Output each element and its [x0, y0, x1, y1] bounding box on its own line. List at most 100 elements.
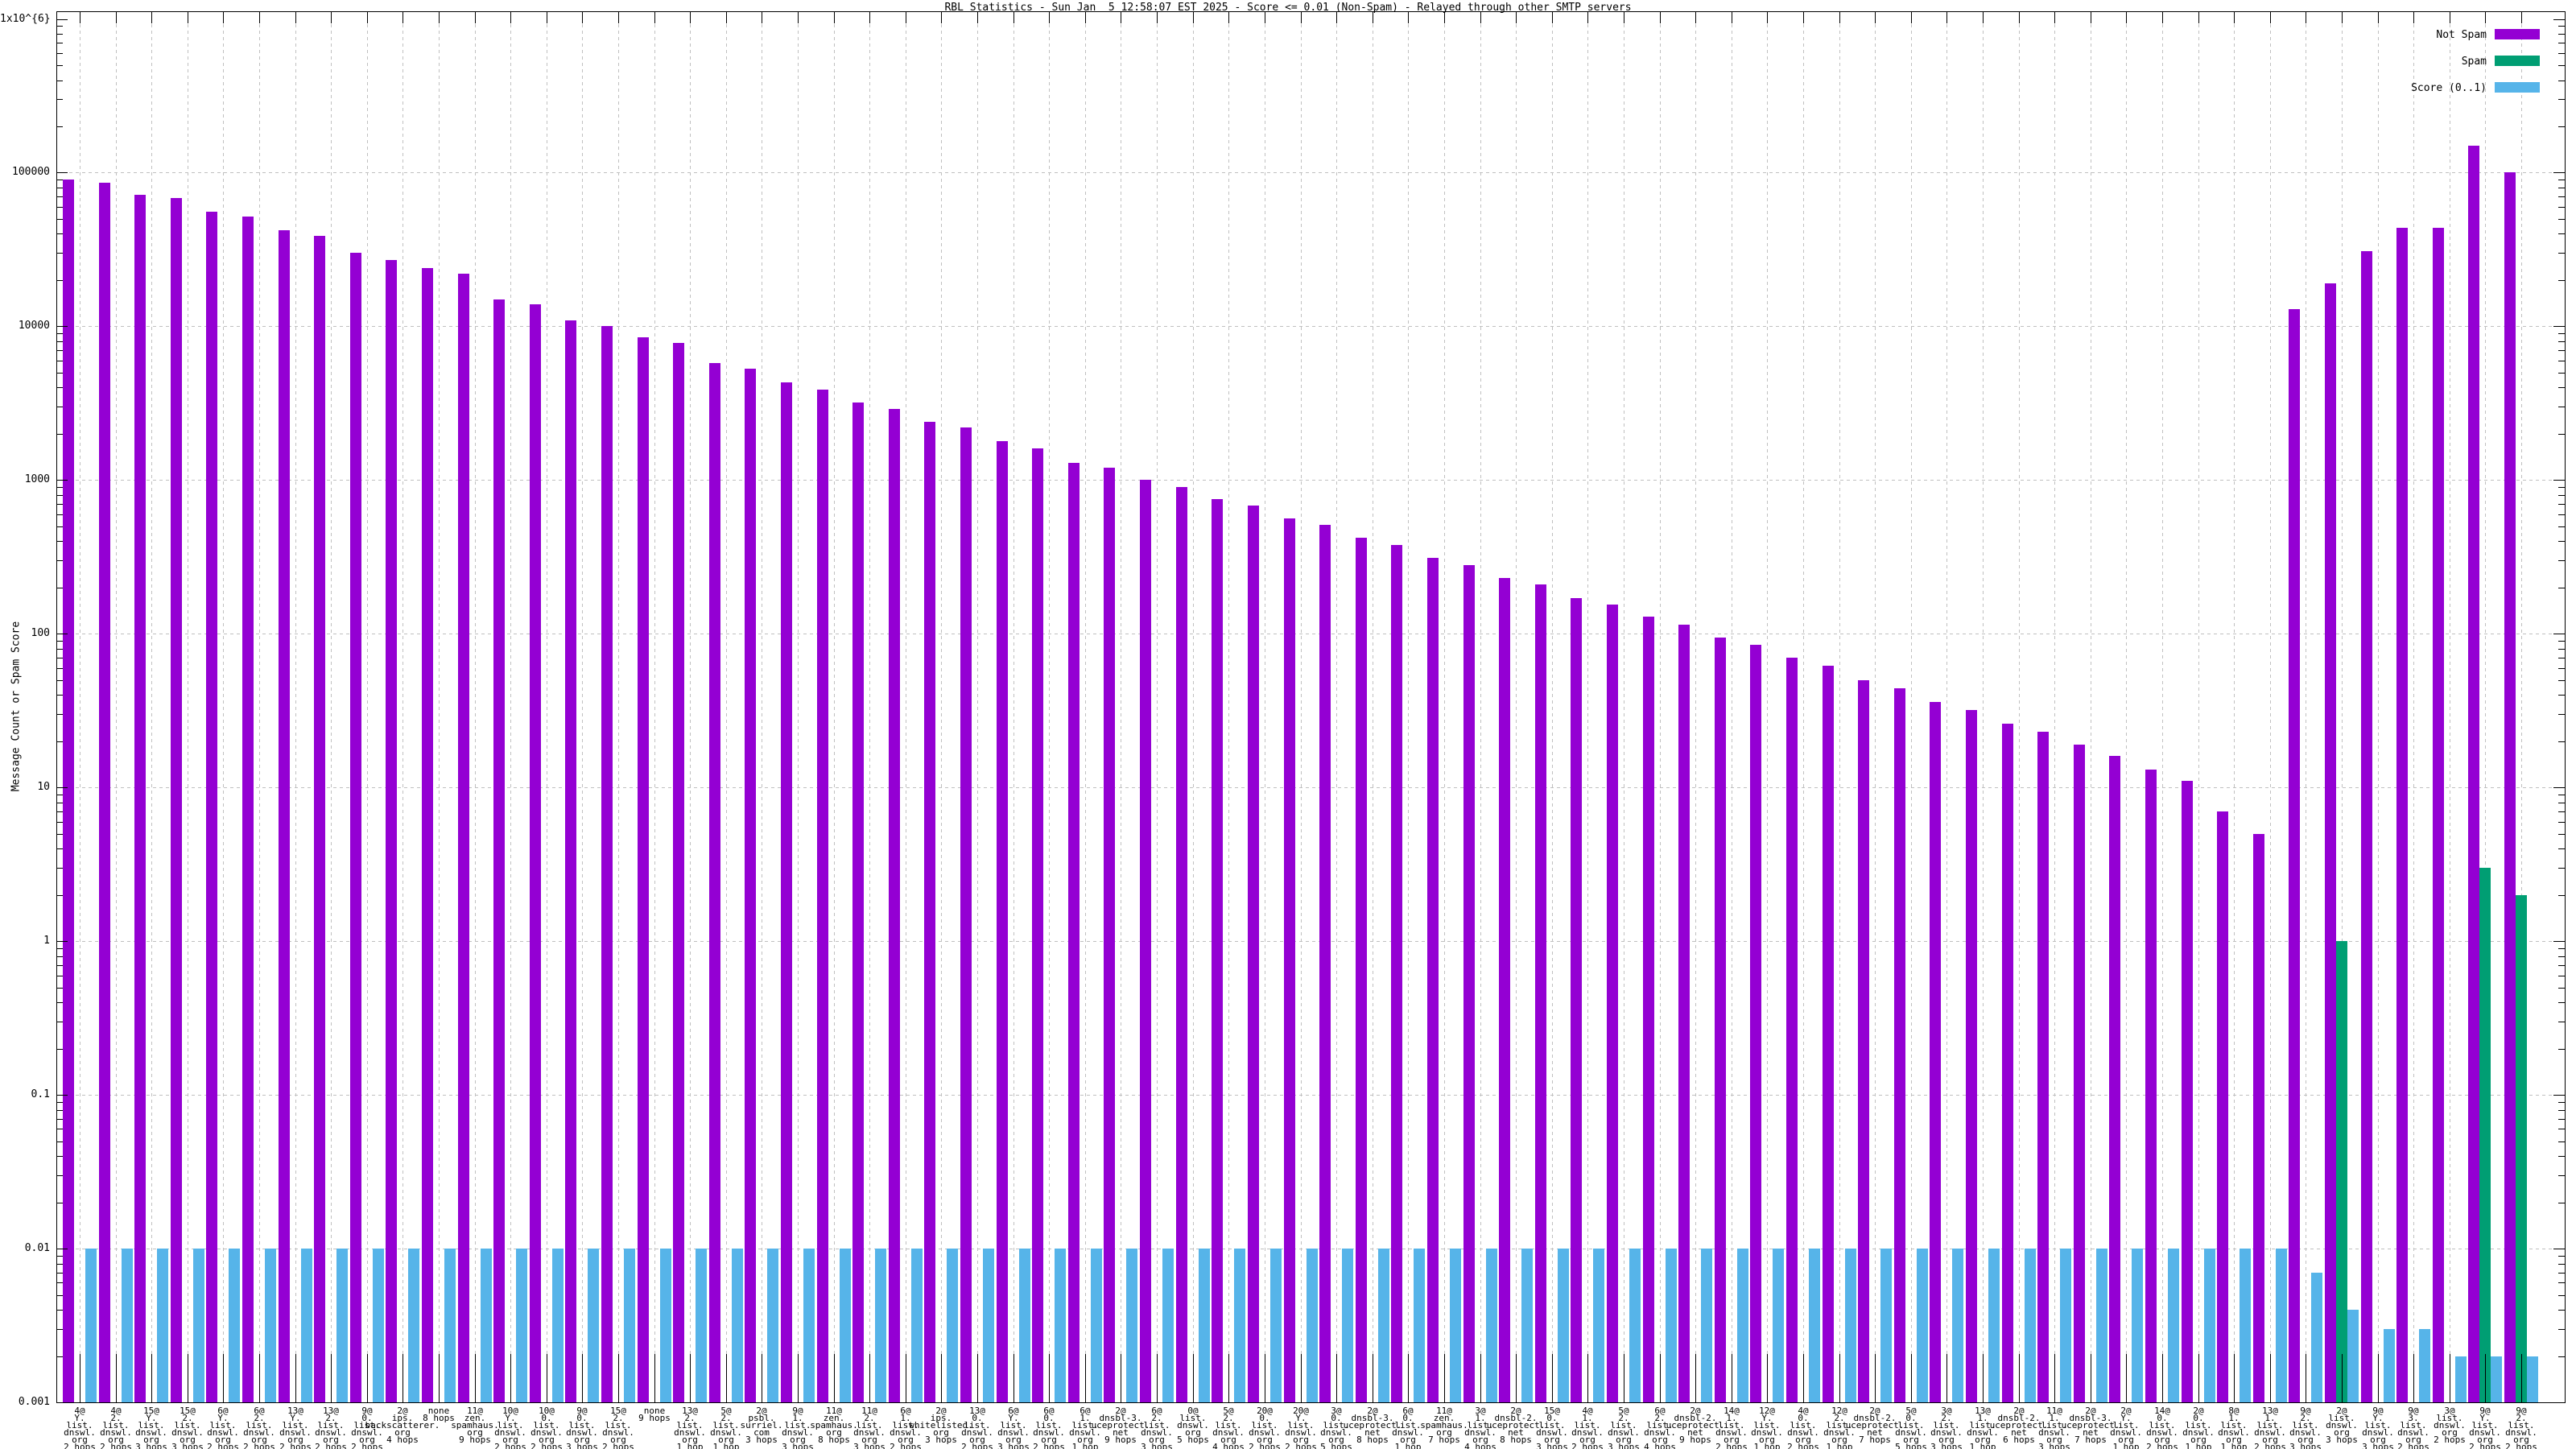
x-tick-label: 0@ list. dnswl. org 5 hops	[1177, 1406, 1209, 1445]
y-tick-label: 0.01	[24, 1242, 50, 1254]
x-tick-label: 10@ 0. list. dnswl. org 2 hops	[530, 1406, 563, 1449]
bar-spam	[2479, 868, 2491, 1402]
bar-not-spam	[386, 260, 397, 1402]
y-tick-major-right	[2553, 480, 2565, 481]
y-tick-major-left	[56, 326, 68, 327]
x-tick-bottom	[439, 1354, 440, 1402]
y-tick-label: 10	[37, 781, 50, 793]
y-tick-minor-left	[56, 1141, 63, 1142]
bar-not-spam	[1678, 625, 1690, 1402]
x-tick-bottom	[2521, 1354, 2522, 1402]
legend-swatch-spam	[2495, 56, 2540, 66]
x-tick-label: 2@ dnsbl-3. uceprotect. net 8 hops	[1343, 1406, 1402, 1445]
x-tick-bottom	[1228, 1354, 1229, 1402]
x-tick-bottom	[1408, 1354, 1409, 1402]
x-tick-label: 4@ 0. list. dnswl. org 2 hops	[1787, 1406, 1819, 1449]
bar-score	[1091, 1249, 1102, 1402]
bar-not-spam	[2433, 228, 2444, 1402]
x-tick-top	[582, 11, 583, 23]
x-tick-bottom	[654, 1354, 655, 1402]
y-tick-minor-right	[2558, 514, 2565, 515]
bar-score	[1809, 1249, 1820, 1402]
y-tick-minor-right	[2558, 560, 2565, 561]
bar-score	[408, 1249, 419, 1402]
x-tick-bottom	[1839, 1354, 1840, 1402]
y-tick-label: 1000	[24, 473, 50, 485]
x-tick-label: 4@ 1. list. dnswl. org 2 hops	[1571, 1406, 1604, 1449]
x-tick-top	[618, 11, 619, 23]
bar-score	[1019, 1249, 1030, 1402]
y-tick-minor-left	[56, 280, 63, 281]
y-tick-minor-left	[56, 649, 63, 650]
bar-score	[1270, 1249, 1282, 1402]
y-gridline	[56, 326, 2565, 327]
x-gridline	[2413, 11, 2415, 1402]
x-tick-top	[2521, 11, 2522, 23]
bar-not-spam	[2504, 172, 2516, 1402]
y-tick-minor-right	[2558, 1264, 2565, 1265]
x-tick-label: 6@ 1. list. dnswl. org 2 hops	[890, 1406, 922, 1449]
y-tick-minor-left	[56, 495, 63, 496]
y-tick-minor-left	[56, 434, 63, 435]
x-tick-bottom	[151, 1354, 152, 1402]
x-tick-top	[1193, 11, 1194, 23]
y-tick-minor-right	[2558, 341, 2565, 342]
y-tick-minor-right	[2558, 53, 2565, 54]
x-tick-label: 11@ 1. list. dnswl. org 3 hops	[2038, 1406, 2070, 1449]
x-tick-bottom	[618, 1354, 619, 1402]
bar-score	[767, 1249, 778, 1402]
y-tick-minor-left	[56, 253, 63, 254]
bar-not-spam	[1140, 480, 1151, 1402]
y-tick-minor-right	[2558, 895, 2565, 896]
x-tick-label: 2@ dnsbl-2. uceprotect. net 8 hops	[1486, 1406, 1546, 1445]
plot-border-top	[56, 11, 2565, 12]
x-tick-top	[2342, 11, 2343, 23]
x-tick-label: 9@ 0. list. dnswl. org 2 hops	[351, 1406, 383, 1449]
y-tick-major-right	[2553, 19, 2565, 20]
x-gridline	[1551, 11, 1553, 1402]
x-tick-label: 13@ 1. list. dnswl. org 2 hops	[2254, 1406, 2286, 1449]
y-tick-minor-left	[56, 53, 63, 54]
x-gridline	[2377, 11, 2379, 1402]
x-tick-label: 2@ 0. list. dnswl. org 1 hop	[2182, 1406, 2215, 1449]
x-tick-top	[1983, 11, 1984, 23]
x-tick-label: 5@ 0. list. dnswl. org 5 hops	[1895, 1406, 1927, 1449]
bar-score	[2491, 1356, 2502, 1402]
y-tick-minor-right	[2558, 714, 2565, 715]
y-tick-minor-left	[56, 504, 63, 505]
x-tick-bottom	[1587, 1354, 1588, 1402]
x-tick-bottom	[1516, 1354, 1517, 1402]
bar-score	[2455, 1356, 2467, 1402]
x-tick-bottom	[726, 1354, 727, 1402]
y-tick-minor-right	[2558, 1119, 2565, 1120]
bar-score	[2311, 1273, 2322, 1402]
y-tick-minor-right	[2558, 1273, 2565, 1274]
bar-score	[193, 1249, 204, 1402]
x-tick-bottom	[367, 1354, 368, 1402]
bar-not-spam	[2074, 745, 2085, 1402]
x-tick-label: 6@ 0. list. dnswl. org 1 hop	[1392, 1406, 1424, 1449]
x-gridline	[1695, 11, 1697, 1402]
bar-score	[947, 1249, 958, 1402]
x-tick-top	[977, 11, 978, 23]
x-tick-bottom	[2234, 1354, 2235, 1402]
bar-not-spam	[171, 198, 182, 1402]
bar-not-spam	[206, 212, 217, 1402]
y-tick-minor-left	[56, 99, 63, 100]
y-tick-minor-right	[2558, 834, 2565, 835]
y-tick-minor-right	[2558, 34, 2565, 35]
y-tick-minor-right	[2558, 196, 2565, 197]
x-gridline	[2521, 11, 2522, 1402]
bar-not-spam	[1212, 499, 1223, 1402]
bar-not-spam	[852, 402, 864, 1402]
bar-not-spam	[924, 422, 935, 1402]
y-tick-major-right	[2553, 941, 2565, 942]
y-tick-minor-right	[2558, 1356, 2565, 1357]
bar-score	[1917, 1249, 1928, 1402]
x-gridline	[869, 11, 871, 1402]
x-tick-label: 2@ psbl. surriel. com 3 hops	[740, 1406, 783, 1445]
bar-score	[1486, 1249, 1497, 1402]
x-tick-bottom	[834, 1354, 835, 1402]
y-tick-major-left	[56, 172, 68, 173]
x-tick-top	[259, 11, 260, 23]
